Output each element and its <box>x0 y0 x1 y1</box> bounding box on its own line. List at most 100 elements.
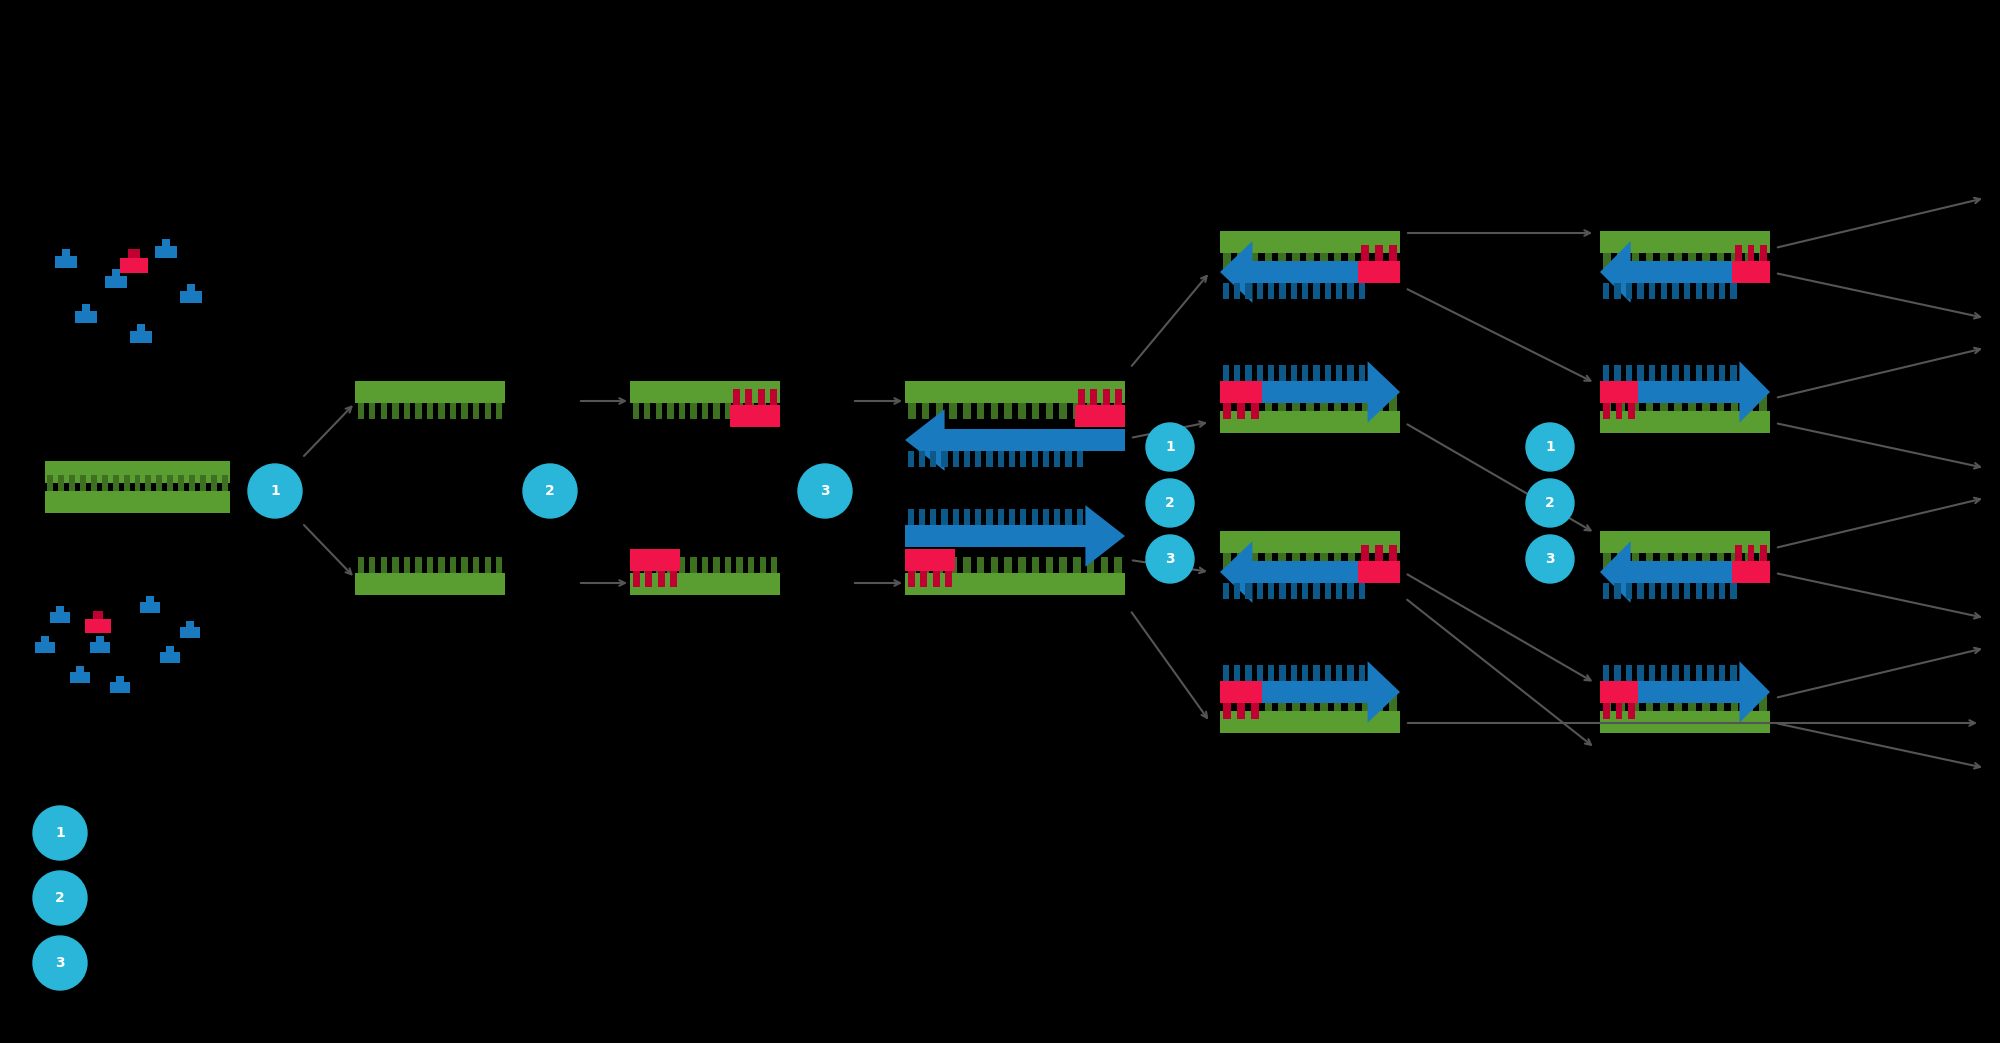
Bar <box>462 557 468 573</box>
Bar <box>1032 557 1040 573</box>
Bar <box>1246 583 1252 599</box>
Bar <box>658 571 664 587</box>
Bar <box>1076 451 1082 467</box>
Bar <box>1376 553 1384 569</box>
Bar <box>124 483 130 499</box>
Bar <box>1222 283 1228 299</box>
Bar <box>404 557 410 573</box>
Bar <box>1632 553 1640 569</box>
Bar <box>1650 583 1656 599</box>
Bar <box>438 403 444 419</box>
Bar <box>1222 583 1228 599</box>
Bar <box>178 475 184 491</box>
Bar <box>906 549 956 571</box>
Text: 3: 3 <box>1166 552 1174 566</box>
Bar <box>1348 283 1354 299</box>
Bar <box>1390 545 1396 561</box>
Bar <box>426 557 434 573</box>
Text: 1: 1 <box>56 826 64 840</box>
Bar <box>656 557 662 573</box>
Bar <box>168 475 174 491</box>
FancyArrow shape <box>1220 241 1400 302</box>
Bar <box>146 483 152 499</box>
Bar <box>1614 365 1620 381</box>
Bar <box>1626 365 1632 381</box>
Bar <box>1760 545 1768 561</box>
Bar <box>678 403 686 419</box>
Bar <box>1336 283 1342 299</box>
Bar <box>70 483 76 499</box>
Bar <box>1246 365 1252 381</box>
Bar <box>1236 253 1244 269</box>
Bar <box>112 475 118 491</box>
Bar <box>1302 665 1308 681</box>
Bar <box>1114 403 1122 419</box>
Bar <box>1306 553 1314 569</box>
Bar <box>1696 665 1702 681</box>
Bar <box>1708 583 1714 599</box>
Bar <box>1280 365 1286 381</box>
Bar <box>1292 553 1300 569</box>
Bar <box>1650 283 1656 299</box>
Bar <box>1060 403 1066 419</box>
Bar <box>1660 695 1668 711</box>
Bar <box>1744 253 1752 269</box>
Bar <box>1638 283 1644 299</box>
Bar <box>358 403 364 419</box>
FancyArrow shape <box>1220 361 1400 422</box>
Bar <box>1638 665 1644 681</box>
Bar <box>56 256 76 268</box>
Bar <box>146 475 152 491</box>
Bar <box>484 403 490 419</box>
Bar <box>356 573 504 595</box>
Bar <box>1632 695 1640 711</box>
Bar <box>1032 509 1038 525</box>
Bar <box>714 403 720 419</box>
Bar <box>1090 389 1098 405</box>
Bar <box>1334 253 1342 269</box>
Circle shape <box>1146 535 1194 583</box>
Bar <box>1224 695 1230 711</box>
Bar <box>112 483 118 499</box>
Bar <box>210 475 216 491</box>
Bar <box>1314 283 1320 299</box>
Bar <box>760 557 766 573</box>
Bar <box>1234 283 1240 299</box>
Bar <box>1246 283 1252 299</box>
Bar <box>44 491 230 513</box>
Bar <box>1708 665 1714 681</box>
Bar <box>1672 365 1678 381</box>
Bar <box>1730 695 1738 711</box>
Bar <box>986 509 992 525</box>
Bar <box>1264 553 1272 569</box>
Bar <box>188 483 194 499</box>
Bar <box>1718 665 1726 681</box>
Bar <box>1628 703 1636 719</box>
Bar <box>1602 403 1610 419</box>
Bar <box>908 571 914 587</box>
Bar <box>120 258 148 273</box>
Bar <box>1672 283 1678 299</box>
Bar <box>1376 695 1384 711</box>
Text: 1: 1 <box>1166 440 1174 454</box>
Bar <box>48 483 54 499</box>
Bar <box>1302 365 1308 381</box>
Bar <box>1744 695 1752 711</box>
Bar <box>630 573 780 595</box>
Bar <box>1358 583 1366 599</box>
Bar <box>1730 583 1736 599</box>
Bar <box>1362 695 1370 711</box>
Bar <box>102 483 108 499</box>
Bar <box>186 621 194 627</box>
Bar <box>134 475 140 491</box>
Bar <box>1236 695 1244 711</box>
Bar <box>112 269 120 276</box>
Bar <box>952 451 958 467</box>
Bar <box>1114 557 1122 573</box>
Bar <box>644 403 650 419</box>
Bar <box>416 403 422 419</box>
Bar <box>1638 583 1644 599</box>
Bar <box>758 389 764 405</box>
Bar <box>1086 403 1094 419</box>
Bar <box>44 461 230 483</box>
